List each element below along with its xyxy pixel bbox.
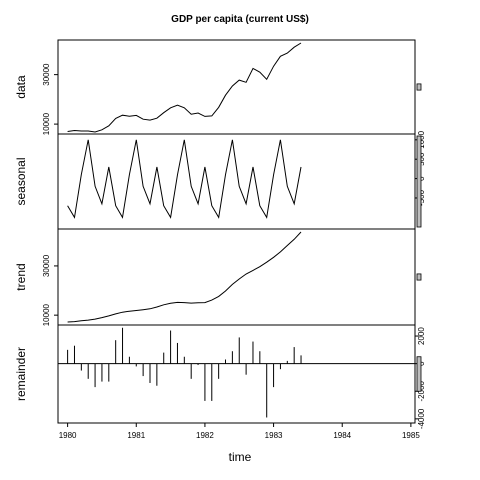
x-axis: 1980 1981 1982 1983 1984 1985 [59,423,421,440]
panel-label-remainder: remainder [14,347,28,401]
y-tick-label-remainder: 2000 [417,327,426,345]
panel-trend: 10000 30000 trend [14,229,421,326]
panel-frame-trend [58,229,415,325]
panel-label-data: data [14,75,28,99]
x-tick-label: 1985 [402,431,420,440]
x-axis-label: time [229,450,252,464]
panel-data: 10000 30000 data [14,40,421,135]
range-bar-remainder [417,357,421,392]
y-tick-label-trend: 10000 [42,303,51,326]
series-line-trend [68,232,301,322]
panel-frame-remainder [58,325,415,423]
range-bar-data [417,84,421,90]
y-tick-label-trend: 30000 [42,254,51,277]
range-bar-trend [417,274,421,280]
x-tick-label: 1984 [333,431,351,440]
x-tick-label: 1982 [196,431,214,440]
panels-group: 1000030000data-50005001000seasonal100003… [14,40,426,429]
panel-label-trend: trend [14,263,28,290]
x-tick-label: 1981 [127,431,145,440]
series-line-data [68,43,301,132]
range-bar-seasonal [417,136,421,227]
x-tick-label: 1980 [59,431,77,440]
chart-title: GDP per capita (current US$) [171,14,309,25]
panel-frame-data [58,40,415,134]
x-tick-label: 1983 [265,431,283,440]
y-tick-label-remainder: -4000 [417,408,426,429]
panel-label-seasonal: seasonal [14,157,28,205]
y-tick-label-data: 10000 [42,112,51,135]
y-tick-label-data: 30000 [42,63,51,86]
series-line-seasonal [68,140,301,218]
